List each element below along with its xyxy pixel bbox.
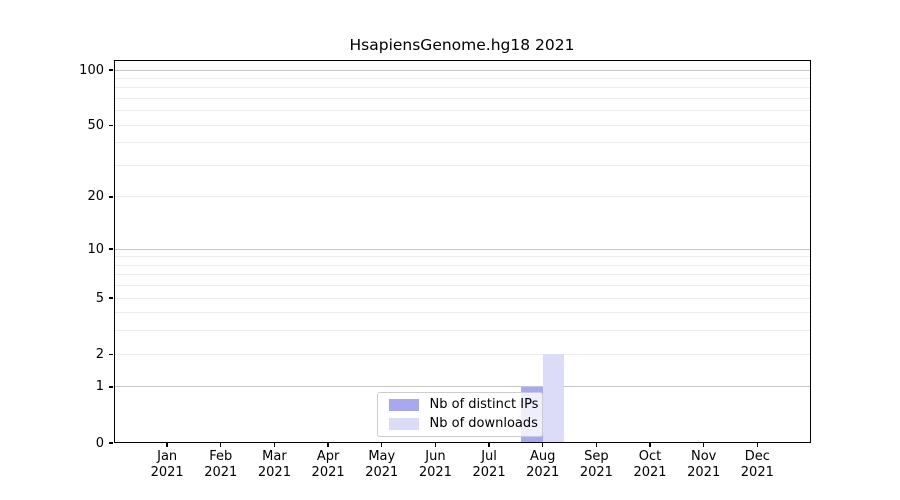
x-tick-label: Oct 2021 bbox=[633, 449, 667, 480]
minor-gridline bbox=[113, 196, 811, 198]
y-tick bbox=[108, 69, 113, 71]
plot-area: Nb of distinct IPs Nb of downloads bbox=[113, 59, 811, 443]
minor-gridline bbox=[113, 353, 811, 355]
legend-swatch-distinct-ips bbox=[388, 398, 419, 411]
x-tick-label: Jan 2021 bbox=[150, 449, 184, 480]
minor-gridline bbox=[113, 297, 811, 299]
chart-title: HsapiensGenome.hg18 2021 bbox=[349, 36, 575, 54]
minor-gridline bbox=[113, 264, 811, 266]
minor-gridline bbox=[113, 256, 811, 258]
x-tick-label: Apr 2021 bbox=[311, 449, 345, 480]
y-tick bbox=[108, 353, 113, 355]
y-tick-label: 1 bbox=[95, 379, 104, 395]
x-tick-label: Mar 2021 bbox=[257, 449, 291, 480]
x-tick bbox=[273, 443, 276, 447]
minor-gridline bbox=[113, 124, 811, 126]
legend-label-downloads: Nb of downloads bbox=[429, 416, 538, 431]
x-tick bbox=[327, 443, 329, 447]
y-tick-label: 5 bbox=[95, 290, 104, 306]
legend-label-distinct-ips: Nb of distinct IPs bbox=[429, 397, 539, 412]
y-tick bbox=[108, 386, 113, 388]
x-tick-label: Dec 2021 bbox=[740, 449, 774, 480]
y-tick-label: 100 bbox=[79, 62, 104, 78]
x-tick bbox=[542, 443, 544, 447]
minor-gridline bbox=[113, 285, 811, 287]
x-tick bbox=[488, 443, 490, 447]
minor-gridline bbox=[113, 87, 811, 89]
x-tick bbox=[381, 443, 383, 447]
major-gridline bbox=[113, 386, 811, 388]
y-tick bbox=[108, 248, 113, 250]
x-tick bbox=[702, 443, 705, 447]
x-tick-label: Jul 2021 bbox=[472, 449, 506, 480]
plot-border bbox=[113, 59, 811, 443]
x-tick-label: May 2021 bbox=[365, 449, 399, 480]
y-tick-label: 0 bbox=[95, 435, 104, 451]
major-gridline bbox=[113, 248, 811, 250]
bar-nb-of-downloads bbox=[542, 354, 565, 443]
x-tick-label: Nov 2021 bbox=[687, 449, 721, 480]
minor-gridline bbox=[113, 164, 811, 166]
x-tick-label: Feb 2021 bbox=[204, 449, 238, 480]
x-tick bbox=[595, 443, 598, 447]
y-tick bbox=[108, 297, 113, 299]
major-gridline bbox=[113, 69, 811, 71]
x-tick bbox=[166, 443, 168, 447]
minor-gridline bbox=[113, 330, 811, 332]
legend-row-distinct-ips: Nb of distinct IPs bbox=[388, 396, 538, 414]
minor-gridline bbox=[113, 312, 811, 314]
y-tick bbox=[108, 196, 113, 198]
minor-gridline bbox=[113, 97, 811, 99]
x-tick bbox=[434, 443, 437, 447]
x-tick bbox=[756, 443, 759, 447]
y-tick bbox=[108, 442, 113, 444]
y-tick-label: 20 bbox=[87, 189, 104, 205]
minor-gridline bbox=[113, 110, 811, 112]
legend-swatch-downloads bbox=[388, 417, 419, 430]
x-tick bbox=[649, 443, 651, 447]
y-tick bbox=[108, 124, 113, 126]
minor-gridline bbox=[113, 142, 811, 144]
x-tick bbox=[220, 443, 222, 447]
minor-gridline bbox=[113, 274, 811, 276]
legend-row-downloads: Nb of downloads bbox=[388, 415, 538, 433]
x-tick-label: Jun 2021 bbox=[418, 449, 452, 480]
x-tick-label: Sep 2021 bbox=[579, 449, 613, 480]
y-tick-label: 50 bbox=[87, 117, 104, 133]
x-tick-label: Aug 2021 bbox=[526, 449, 560, 480]
y-tick-label: 2 bbox=[95, 346, 104, 362]
legend: Nb of distinct IPs Nb of downloads bbox=[376, 391, 543, 437]
minor-gridline bbox=[113, 77, 811, 79]
y-tick-label: 10 bbox=[87, 241, 104, 257]
